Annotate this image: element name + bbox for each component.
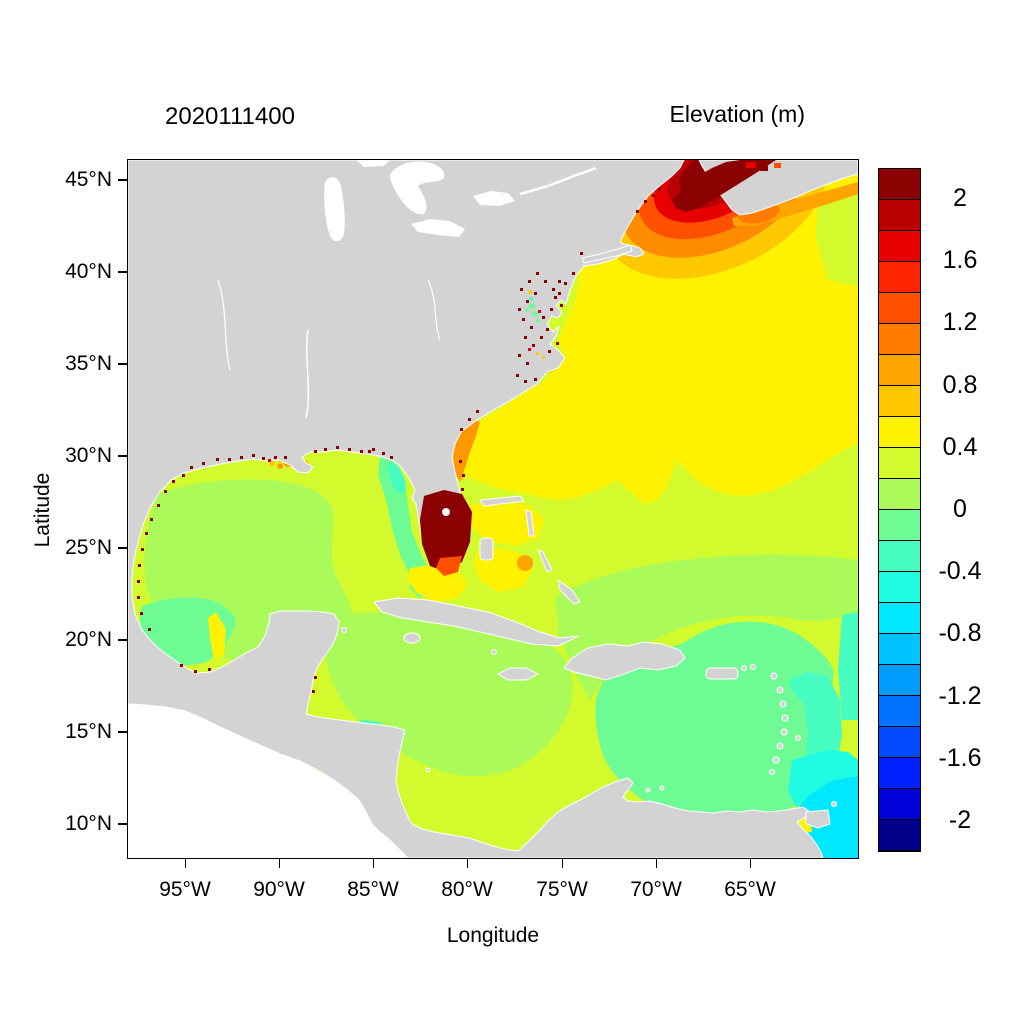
colorbar-tick-label: -1.6 — [938, 743, 982, 772]
map-plot-area — [127, 159, 859, 859]
x-tick-label: 95°W — [159, 878, 211, 901]
colorbar-segment — [879, 324, 920, 355]
colorbar-tick-label: -1.2 — [938, 681, 982, 710]
x-tick-label: 90°W — [253, 878, 305, 901]
y-tick-label: 20°N — [65, 628, 112, 651]
colorbar-tick-label: 2 — [953, 184, 967, 213]
x-tick-label: 80°W — [441, 878, 493, 901]
y-tick-mark — [118, 363, 127, 365]
y-tick-label: 35°N — [65, 352, 112, 375]
colorbar-segment — [879, 820, 920, 851]
y-tick-label: 10°N — [65, 812, 112, 835]
x-tick-mark — [372, 859, 374, 868]
colorbar-tick-label: 0.4 — [942, 432, 978, 461]
y-tick-mark — [118, 179, 127, 181]
map-canvas — [128, 160, 858, 858]
colorbar-segment — [879, 510, 920, 541]
colorbar-segment — [879, 789, 920, 820]
colorbar-segment — [879, 696, 920, 727]
y-tick-mark — [118, 455, 127, 457]
x-tick-mark — [184, 859, 186, 868]
x-tick-mark — [561, 859, 563, 868]
x-tick-label: 85°W — [347, 878, 399, 901]
colorbar-segment — [879, 169, 920, 200]
plot-title-date: 2020111400 — [165, 103, 295, 130]
x-tick-mark — [655, 859, 657, 868]
x-tick-label: 70°W — [630, 878, 682, 901]
x-tick-label: 65°W — [724, 878, 776, 901]
colorbar-segment — [879, 479, 920, 510]
colorbar-segment — [879, 200, 920, 231]
colorbar-segment — [879, 355, 920, 386]
colorbar-segment — [879, 603, 920, 634]
colorbar-segment — [879, 417, 920, 448]
colorbar-segment — [879, 665, 920, 696]
x-tick-label: 75°W — [536, 878, 588, 901]
y-axis-label: Latitude — [31, 472, 54, 548]
y-tick-label: 30°N — [65, 444, 112, 467]
y-tick-label: 15°N — [65, 720, 112, 743]
colorbar-tick-label: 0 — [953, 495, 967, 523]
colorbar-tick-label: -0.8 — [938, 619, 982, 648]
colorbar-tick-label: -0.4 — [938, 557, 982, 586]
y-tick-label: 25°N — [65, 536, 112, 559]
colorbar — [878, 168, 921, 852]
y-tick-mark — [118, 731, 127, 733]
colorbar-tick-label: 1.6 — [942, 246, 978, 275]
colorbar-segment — [879, 448, 920, 479]
colorbar-segment — [879, 727, 920, 758]
x-tick-mark — [278, 859, 280, 868]
y-tick-mark — [118, 271, 127, 273]
colorbar-segment — [879, 758, 920, 789]
colorbar-segment — [879, 231, 920, 262]
colorbar-tick-label: -2 — [948, 805, 972, 834]
x-axis-label: Longitude — [446, 924, 540, 947]
y-tick-label: 40°N — [65, 260, 112, 283]
x-tick-mark — [749, 859, 751, 868]
y-tick-label: 45°N — [65, 168, 112, 191]
colorbar-tick-label: 1.2 — [942, 308, 978, 337]
colorbar-segment — [879, 572, 920, 603]
colorbar-segment — [879, 262, 920, 293]
y-tick-mark — [118, 547, 127, 549]
colorbar-tick-label: 0.8 — [942, 370, 978, 399]
y-tick-mark — [118, 823, 127, 825]
colorbar-title: Elevation (m) — [669, 101, 805, 127]
colorbar-segment — [879, 386, 920, 417]
x-tick-mark — [466, 859, 468, 868]
colorbar-segment — [879, 634, 920, 665]
y-tick-mark — [118, 639, 127, 641]
colorbar-segment — [879, 541, 920, 572]
colorbar-segment — [879, 293, 920, 324]
